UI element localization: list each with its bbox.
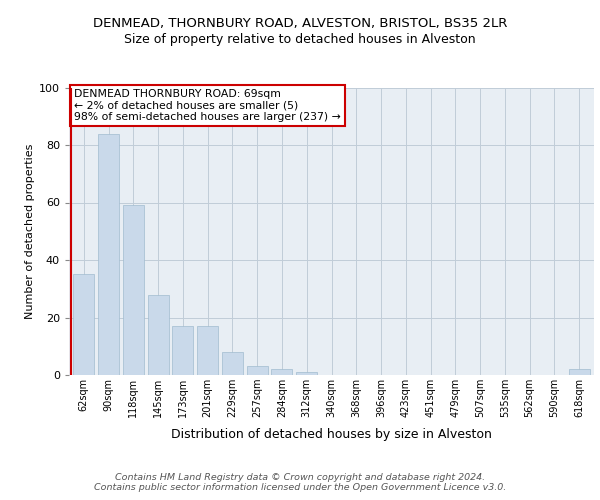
Bar [569,369,590,375]
Bar [98,134,119,375]
Bar [123,206,144,375]
Bar [172,326,193,375]
Text: Contains HM Land Registry data © Crown copyright and database right 2024.
Contai: Contains HM Land Registry data © Crown c… [94,472,506,492]
X-axis label: Distribution of detached houses by size in Alveston: Distribution of detached houses by size … [171,428,492,442]
Bar [73,274,94,375]
Bar [197,326,218,375]
Bar [148,294,169,375]
Text: Size of property relative to detached houses in Alveston: Size of property relative to detached ho… [124,32,476,46]
Bar [271,369,292,375]
Bar [222,352,243,375]
Bar [296,372,317,375]
Text: DENMEAD, THORNBURY ROAD, ALVESTON, BRISTOL, BS35 2LR: DENMEAD, THORNBURY ROAD, ALVESTON, BRIST… [93,18,507,30]
Y-axis label: Number of detached properties: Number of detached properties [25,144,35,319]
Text: DENMEAD THORNBURY ROAD: 69sqm
← 2% of detached houses are smaller (5)
98% of sem: DENMEAD THORNBURY ROAD: 69sqm ← 2% of de… [74,89,341,122]
Bar [247,366,268,375]
